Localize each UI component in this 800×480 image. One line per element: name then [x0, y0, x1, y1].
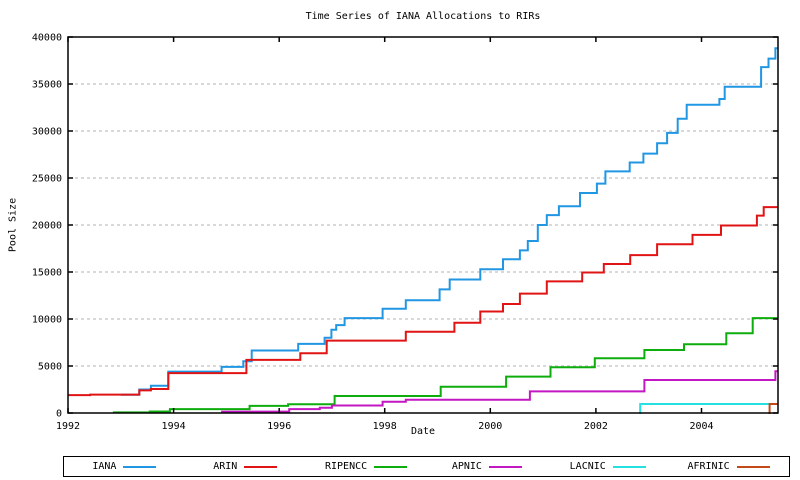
legend-line-swatch — [374, 465, 408, 468]
x-tick-label: 2002 — [584, 421, 608, 432]
legend-label: ARIN — [213, 460, 238, 472]
chart-title: Time Series of IANA Allocations to RIRs — [305, 11, 541, 22]
x-axis-label: Date — [410, 426, 436, 437]
legend-item-lacnic: LACNIC — [547, 460, 668, 472]
legend-line-swatch — [123, 465, 157, 468]
legend-line-swatch — [488, 465, 522, 468]
y-tick-label: 30000 — [32, 127, 62, 138]
y-tick-label: 35000 — [32, 80, 62, 91]
legend-item-iana: IANA — [64, 460, 185, 472]
y-tick-label: 5000 — [38, 362, 62, 373]
y-tick-label: 25000 — [32, 174, 62, 185]
y-tick-label: 0 — [56, 409, 62, 420]
legend-item-afrinic: AFRINIC — [668, 460, 789, 472]
legend-label: APNIC — [451, 460, 482, 472]
x-tick-label: 2000 — [478, 421, 502, 432]
y-tick-label: 20000 — [32, 221, 62, 232]
series-line-lacnic — [639, 403, 778, 414]
x-tick-label: 1998 — [373, 421, 397, 432]
legend-label: LACNIC — [569, 460, 606, 472]
legend-label: RIPENCC — [324, 460, 368, 472]
x-tick-label: 1994 — [162, 421, 186, 432]
series-line-apnic — [221, 370, 778, 413]
series-line-arin — [68, 206, 778, 397]
series-line-ripencc — [112, 317, 778, 414]
series-line-afrinic — [768, 403, 778, 414]
x-tick-label: 1992 — [56, 421, 80, 432]
legend-line-swatch — [612, 465, 646, 468]
legend-item-arin: ARIN — [185, 460, 306, 472]
y-tick-label: 10000 — [32, 315, 62, 326]
x-tick-label: 2004 — [689, 421, 713, 432]
x-tick-label: 1996 — [267, 421, 291, 432]
legend-item-ripencc: RIPENCC — [306, 460, 427, 472]
legend-label: AFRINIC — [687, 460, 730, 472]
y-tick-label: 40000 — [32, 33, 62, 44]
series-line-iana — [120, 47, 778, 396]
legend: IANA ARIN RIPENCC APNIC LACNIC AFRINIC — [63, 456, 790, 477]
legend-item-apnic: APNIC — [426, 460, 547, 472]
legend-line-swatch — [244, 465, 278, 468]
y-tick-label: 15000 — [32, 268, 62, 279]
legend-line-swatch — [736, 465, 770, 468]
legend-label: IANA — [92, 460, 117, 472]
